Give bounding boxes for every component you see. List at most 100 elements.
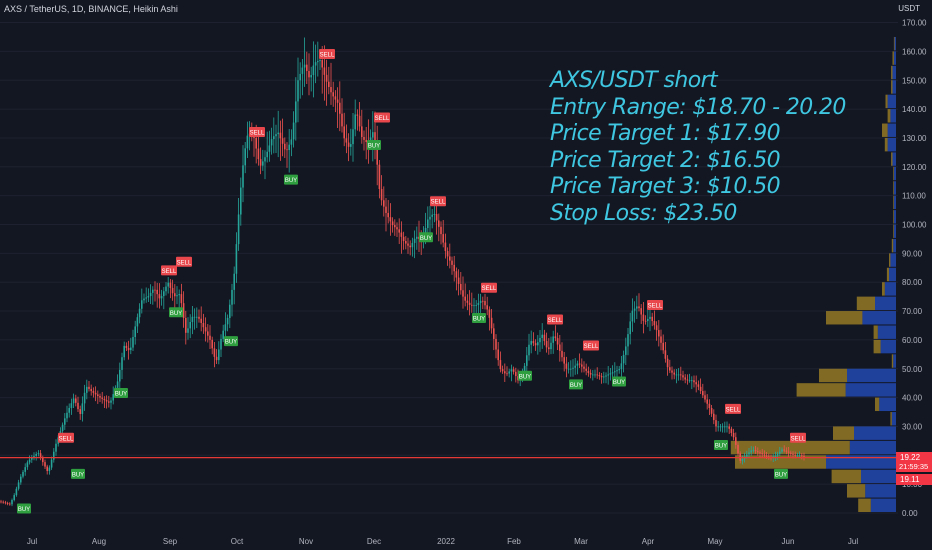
candle-body bbox=[706, 399, 708, 404]
candle-body bbox=[185, 317, 187, 333]
candle-body bbox=[255, 137, 257, 149]
candle-body bbox=[279, 132, 282, 139]
candle-body bbox=[655, 325, 658, 331]
volume-bar-down bbox=[891, 80, 893, 94]
candle-body bbox=[719, 426, 722, 428]
candle-body bbox=[642, 314, 645, 321]
candle-body bbox=[460, 283, 462, 291]
candle-body bbox=[196, 316, 198, 318]
candle-body bbox=[662, 342, 664, 351]
candle-body bbox=[776, 453, 779, 456]
candle-body bbox=[121, 357, 123, 370]
signal-label: BUY bbox=[170, 311, 182, 317]
sell-marker bbox=[319, 49, 335, 60]
candle-body bbox=[81, 403, 84, 414]
candle-body bbox=[141, 300, 143, 309]
buy-marker bbox=[224, 336, 238, 347]
signal-label: SELL bbox=[726, 407, 741, 413]
x-tick-label: Dec bbox=[367, 537, 381, 546]
candle-body bbox=[46, 466, 48, 471]
candle-body bbox=[629, 321, 631, 335]
candle-body bbox=[691, 380, 693, 382]
buy-marker bbox=[419, 232, 433, 243]
candle-body bbox=[317, 61, 319, 63]
candle-body bbox=[752, 450, 755, 452]
candle-body bbox=[191, 316, 194, 323]
candle-body bbox=[20, 476, 22, 483]
candle-body bbox=[215, 356, 218, 361]
x-tick-label: Sep bbox=[163, 537, 178, 546]
candle-body bbox=[332, 92, 334, 97]
signal-label: BUY bbox=[115, 392, 127, 398]
candle-body bbox=[550, 342, 552, 350]
y-tick-label: 100.00 bbox=[902, 221, 927, 230]
candle-body bbox=[554, 336, 557, 339]
signal-label: SELL bbox=[250, 130, 265, 136]
candle-body bbox=[638, 306, 640, 309]
candle-body bbox=[603, 376, 605, 378]
candle-body bbox=[541, 334, 543, 338]
candle-body bbox=[565, 363, 568, 369]
candle-body bbox=[746, 454, 748, 457]
candle-body bbox=[39, 453, 42, 458]
candle-body bbox=[539, 337, 541, 343]
candle-body bbox=[116, 381, 119, 388]
candle-body bbox=[600, 376, 603, 378]
candle-body bbox=[779, 451, 781, 454]
candle-body bbox=[229, 304, 231, 318]
y-tick-label: 120.00 bbox=[902, 163, 927, 172]
candle-body bbox=[246, 135, 249, 149]
candle-body bbox=[35, 453, 37, 456]
candle-body bbox=[361, 126, 363, 137]
candle-body bbox=[396, 227, 398, 230]
candle-body bbox=[673, 372, 675, 375]
candle-body bbox=[94, 392, 97, 395]
buy-marker bbox=[284, 174, 298, 185]
candle-body bbox=[226, 317, 229, 325]
candle-body bbox=[523, 365, 526, 372]
candle-body bbox=[594, 374, 596, 376]
candle-body bbox=[468, 302, 471, 305]
candle-body bbox=[154, 289, 156, 291]
candle-body bbox=[732, 432, 735, 438]
candle-body bbox=[13, 495, 15, 501]
volume-bar-down bbox=[892, 51, 894, 65]
signal-label: SELL bbox=[791, 436, 806, 442]
candle-body bbox=[501, 369, 504, 372]
candle-body bbox=[259, 159, 262, 166]
candle-body bbox=[354, 114, 356, 130]
volume-bar-up bbox=[879, 397, 896, 412]
candle-body bbox=[299, 73, 301, 81]
candle-body bbox=[710, 407, 713, 414]
candle-body bbox=[574, 365, 576, 368]
buy-marker bbox=[569, 379, 583, 390]
candle-body bbox=[345, 138, 348, 143]
candle-body bbox=[402, 236, 405, 242]
candle-body bbox=[675, 374, 678, 376]
y-tick-label: 130.00 bbox=[902, 134, 927, 143]
signal-label: SELL bbox=[59, 436, 74, 442]
candle-body bbox=[22, 471, 24, 477]
candle-body bbox=[134, 326, 136, 338]
candle-body bbox=[33, 455, 35, 458]
candle-body bbox=[290, 139, 293, 145]
candle-body bbox=[548, 347, 550, 350]
candle-body bbox=[658, 330, 660, 337]
buy-marker bbox=[17, 503, 31, 514]
symbol-title[interactable]: AXS / TetherUS, 1D, BINANCE, Heikin Ashi bbox=[4, 4, 178, 14]
candle-body bbox=[717, 426, 719, 428]
candle-body bbox=[130, 347, 132, 351]
volume-bar-up bbox=[865, 484, 896, 498]
candle-body bbox=[631, 310, 634, 322]
candle-body bbox=[697, 384, 700, 387]
buy-marker bbox=[612, 376, 626, 387]
candle-body bbox=[202, 322, 205, 328]
y-tick-label: 170.00 bbox=[902, 19, 927, 28]
volume-bar-up bbox=[891, 412, 896, 426]
candle-body bbox=[693, 380, 695, 383]
candle-body bbox=[233, 273, 235, 290]
candle-body bbox=[11, 500, 13, 505]
candle-body bbox=[640, 308, 642, 315]
time-axis[interactable]: Jul Aug Sep Oct Nov Dec 2022 Feb Mar Apr May Jun Jul bbox=[27, 537, 858, 546]
